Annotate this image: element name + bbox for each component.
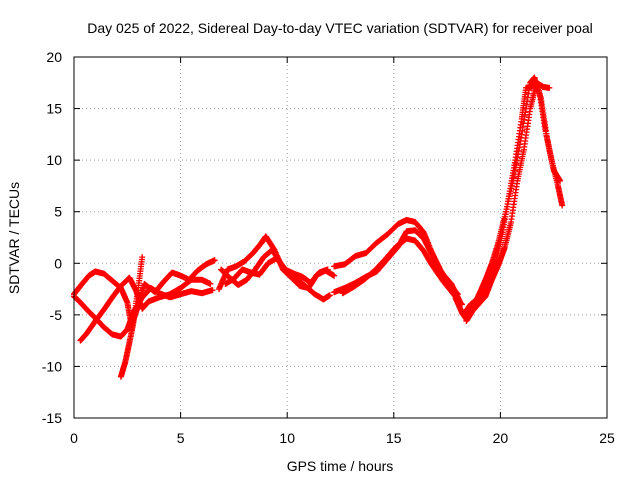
x-tick-label: 20 — [493, 430, 509, 446]
data-point-markers — [117, 254, 146, 380]
x-tick-label: 25 — [599, 430, 615, 446]
chart-title: Day 025 of 2022, Sidereal Day-to-day VTE… — [87, 20, 593, 36]
y-tick-label: 10 — [46, 152, 62, 168]
y-tick-label: 15 — [46, 101, 62, 117]
series-track-b — [71, 285, 216, 340]
data-point-markers — [461, 82, 566, 317]
y-tick-label: -10 — [42, 358, 62, 374]
axis-ticks — [73, 56, 608, 419]
plot-frame — [73, 56, 608, 419]
y-tick-label: -5 — [50, 307, 63, 323]
x-tick-label: 10 — [279, 430, 295, 446]
x-axis-label: GPS time / hours — [287, 458, 394, 474]
data-point-markers — [339, 235, 465, 308]
data-point-markers — [77, 274, 214, 344]
series-track-j — [339, 235, 465, 308]
data-point-markers — [331, 227, 463, 305]
data-points — [71, 74, 566, 380]
x-tick-label: 0 — [70, 430, 78, 446]
y-tick-label: -15 — [42, 410, 62, 426]
y-axis-label: SDTVAR / TECUs — [6, 182, 22, 294]
grid-lines — [74, 57, 607, 418]
y-tick-label: 5 — [54, 204, 62, 220]
data-point-markers — [222, 255, 331, 287]
series-track-c — [77, 274, 214, 344]
x-tick-label: 5 — [177, 430, 185, 446]
data-point-markers — [463, 79, 553, 324]
series-track-i — [331, 227, 463, 305]
series-track-l — [461, 82, 566, 317]
series-track-d — [117, 254, 146, 380]
y-tick-label: 0 — [54, 255, 62, 271]
y-tick-label: 20 — [46, 49, 62, 65]
series-track-g — [222, 255, 331, 287]
x-tick-label: 15 — [386, 430, 402, 446]
data-point-markers — [71, 285, 216, 340]
series-track-m — [463, 79, 553, 324]
